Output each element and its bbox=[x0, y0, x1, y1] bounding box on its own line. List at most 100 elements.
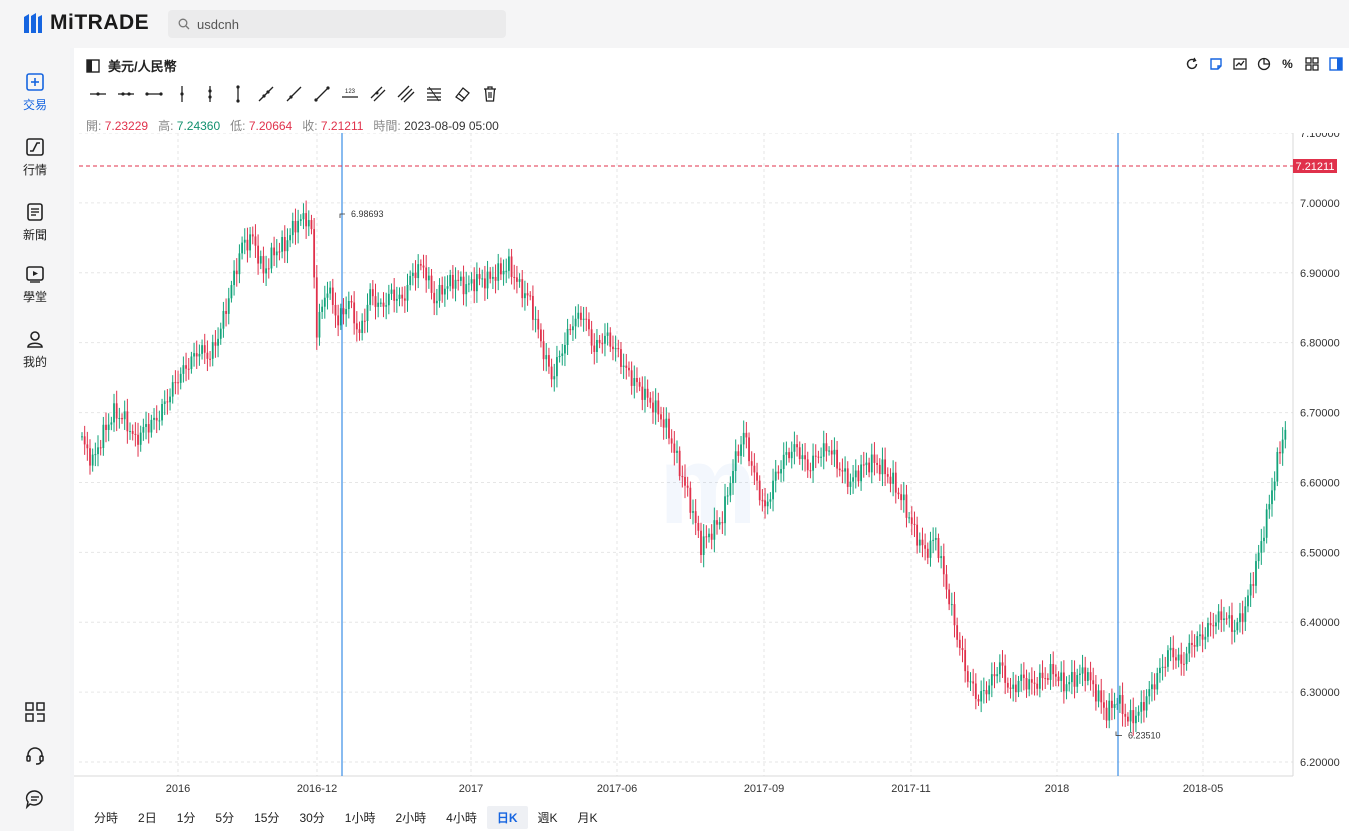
y-tick-label: 6.80000 bbox=[1300, 338, 1340, 350]
candle-body bbox=[398, 294, 401, 299]
candle-body bbox=[91, 454, 94, 466]
horizontal-ray-icon[interactable] bbox=[116, 85, 136, 103]
candle-body bbox=[99, 447, 102, 449]
search-box[interactable] bbox=[168, 10, 506, 38]
candle-body bbox=[190, 356, 193, 370]
candle-body bbox=[684, 476, 686, 486]
candle-body bbox=[363, 320, 366, 322]
candle-body bbox=[1220, 611, 1223, 621]
candle-body bbox=[123, 411, 126, 420]
candle-body bbox=[1260, 541, 1263, 553]
indicator-icon[interactable] bbox=[1232, 56, 1247, 71]
candle-body bbox=[804, 455, 806, 460]
candle-body bbox=[145, 424, 147, 427]
candle-body bbox=[355, 323, 358, 330]
sidebar-item-news[interactable]: 新聞 bbox=[0, 202, 70, 243]
draw-icon[interactable] bbox=[1208, 56, 1223, 71]
candle-body bbox=[385, 305, 388, 307]
price-channel-icon[interactable] bbox=[396, 85, 416, 103]
timeframe-button-active[interactable]: 日K bbox=[486, 806, 528, 829]
search-input[interactable] bbox=[197, 16, 477, 32]
customer-service-icon[interactable] bbox=[24, 745, 46, 767]
candle-body bbox=[793, 444, 796, 452]
candle-body bbox=[510, 256, 513, 277]
news-icon bbox=[27, 203, 43, 221]
timeframe-button[interactable]: 週K bbox=[537, 811, 558, 825]
timeframe-button[interactable]: 月K bbox=[577, 811, 598, 825]
candle-body bbox=[1249, 584, 1252, 596]
sidebar-item-profile[interactable]: 我的 bbox=[0, 329, 70, 370]
percent-icon[interactable]: % bbox=[1282, 56, 1293, 71]
candle-body bbox=[187, 368, 190, 370]
candle-body bbox=[323, 297, 326, 307]
parallel-line-icon[interactable] bbox=[368, 85, 388, 103]
panel-toggle-icon[interactable] bbox=[1328, 56, 1343, 71]
candle-body bbox=[1038, 672, 1041, 689]
timeframe-button[interactable]: 30分 bbox=[299, 811, 325, 825]
timeframe-button[interactable]: 5分 bbox=[215, 811, 235, 825]
vertical-ray-icon[interactable] bbox=[200, 85, 220, 103]
candle-body bbox=[638, 382, 641, 387]
timeframe-button[interactable]: 4小時 bbox=[446, 811, 477, 825]
timeframe-button[interactable]: 1分 bbox=[176, 811, 196, 825]
candle-body bbox=[852, 477, 854, 482]
candle-body bbox=[1014, 684, 1017, 693]
trash-icon[interactable] bbox=[480, 85, 500, 103]
fibonacci-icon[interactable] bbox=[424, 85, 444, 103]
candle-body bbox=[724, 496, 726, 524]
x-tick-label: 2017-06 bbox=[597, 783, 637, 795]
timeframe-button[interactable]: 分時 bbox=[94, 811, 119, 825]
low-arrow bbox=[1115, 731, 1122, 736]
chat-bubble-icon[interactable] bbox=[24, 788, 46, 810]
candle-body bbox=[1233, 630, 1236, 632]
candle-body bbox=[1217, 611, 1220, 623]
horizontal-line-icon[interactable] bbox=[88, 85, 108, 103]
y-tick-label: 6.60000 bbox=[1300, 477, 1340, 489]
pie-icon[interactable] bbox=[1256, 56, 1271, 71]
sidebar-item-trade[interactable]: 交易 bbox=[0, 72, 70, 113]
candle-body bbox=[1081, 667, 1084, 674]
candle-body bbox=[921, 539, 924, 546]
segment-line-icon[interactable] bbox=[312, 85, 332, 103]
ray-line-icon[interactable] bbox=[284, 85, 304, 103]
candlestick-chart[interactable]: 7.10000 7.00000 6.90000 6.80000 6.70000 6.600… bbox=[74, 133, 1349, 798]
candle-body bbox=[1044, 678, 1047, 680]
timeframe-button[interactable]: 2小時 bbox=[395, 811, 427, 825]
candle-body bbox=[1140, 702, 1143, 712]
candle-body bbox=[556, 357, 558, 377]
candle-body bbox=[1054, 674, 1057, 677]
grid-icon[interactable] bbox=[1304, 56, 1319, 71]
candle-body bbox=[780, 469, 782, 474]
sidebar-toggle-icon[interactable] bbox=[86, 58, 100, 73]
candle-body bbox=[1020, 674, 1023, 681]
candle-body bbox=[1281, 439, 1284, 454]
vertical-line-icon[interactable] bbox=[172, 85, 192, 103]
timeframe-button[interactable]: 2日 bbox=[138, 811, 157, 825]
price-line-icon[interactable]: 123 bbox=[340, 85, 360, 103]
logo[interactable]: MiTRADE bbox=[22, 11, 149, 35]
candle-body bbox=[465, 284, 468, 295]
eraser-icon[interactable] bbox=[452, 85, 472, 103]
candle-body bbox=[905, 494, 908, 518]
candle-body bbox=[825, 443, 828, 452]
candle-body bbox=[497, 263, 500, 281]
candle-body bbox=[569, 328, 572, 331]
refresh-icon[interactable] bbox=[1184, 56, 1199, 71]
candle-body bbox=[491, 276, 494, 279]
horizontal-segment-icon[interactable] bbox=[144, 85, 164, 103]
sidebar-item-market[interactable]: 行情 bbox=[0, 137, 70, 178]
candle-body bbox=[694, 511, 697, 523]
timeframe-button[interactable]: 15分 bbox=[254, 811, 280, 825]
vertical-segment-icon[interactable] bbox=[228, 85, 248, 103]
candle-body bbox=[486, 271, 489, 289]
x-tick-label: 2017 bbox=[459, 783, 483, 795]
timeframe-button[interactable]: 1小時 bbox=[344, 811, 376, 825]
candle-body bbox=[598, 339, 601, 344]
qr-scan-icon[interactable] bbox=[24, 701, 46, 723]
y-tick-label: 6.30000 bbox=[1300, 687, 1340, 699]
candle-body bbox=[561, 353, 564, 356]
candle-body bbox=[1022, 674, 1025, 679]
trend-line-icon[interactable] bbox=[256, 85, 276, 103]
candle-body bbox=[1121, 695, 1124, 714]
sidebar-item-academy[interactable]: 學堂 bbox=[0, 264, 70, 305]
